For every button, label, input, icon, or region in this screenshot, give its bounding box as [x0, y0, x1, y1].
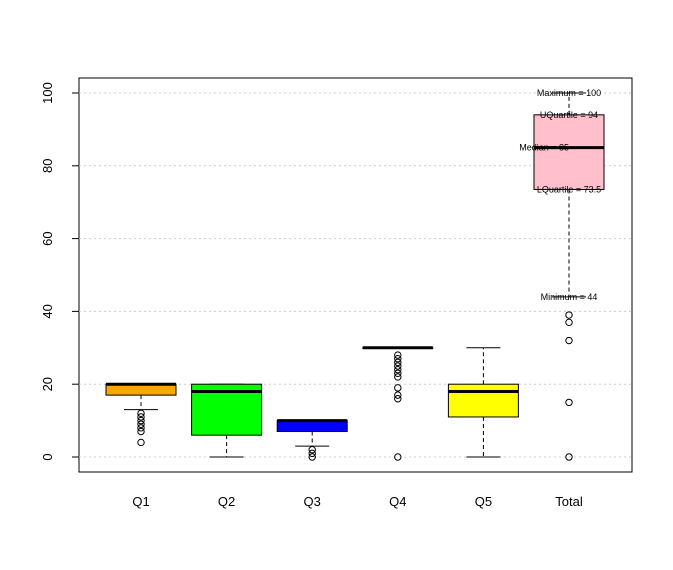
outlier-point	[394, 355, 402, 363]
box-Q1	[105, 383, 177, 396]
x-tick-label: Q4	[389, 494, 406, 509]
x-tick-label: Q5	[475, 494, 492, 509]
outlier-point	[565, 453, 573, 461]
y-tick-label: 40	[40, 304, 55, 318]
outlier-point	[394, 453, 402, 461]
y-tick-label: 100	[40, 82, 55, 104]
outlier-point	[394, 362, 402, 370]
x-tick-label: Q1	[132, 494, 149, 509]
outlier-point	[394, 384, 402, 392]
y-tick-label: 0	[40, 453, 55, 460]
outlier-point	[394, 391, 402, 399]
annotation-lq: LQuartile = 73.5	[537, 184, 601, 194]
box-Q3	[276, 420, 348, 433]
y-tick-label: 20	[40, 377, 55, 391]
y-tick-label: 80	[40, 159, 55, 173]
outlier-point	[394, 395, 402, 403]
outlier-point	[394, 373, 402, 381]
box-Q5	[447, 383, 519, 418]
outlier-point	[137, 416, 145, 425]
outlier-point	[565, 318, 573, 327]
outlier-point	[394, 358, 402, 367]
annotation-min: Minimum = 44	[541, 292, 598, 302]
x-tick-label: Total	[555, 494, 583, 509]
outlier-point	[137, 409, 145, 418]
outlier-point	[137, 438, 145, 447]
outlier-point	[137, 427, 145, 436]
outlier-point	[394, 365, 402, 374]
x-tick-label: Q3	[304, 494, 321, 509]
outlier-point	[137, 424, 145, 432]
annotation-max: Maximum = 100	[537, 88, 601, 98]
outlier-point	[308, 453, 316, 461]
outlier-point	[394, 369, 402, 377]
outlier-point	[565, 311, 573, 319]
box-Total	[533, 114, 605, 190]
y-tick-label: 60	[40, 231, 55, 245]
plot-frame	[78, 77, 633, 473]
outlier-point	[137, 413, 145, 421]
annotation-uq: UQuartile = 94	[540, 110, 598, 120]
outlier-point	[565, 336, 573, 345]
outlier-point	[137, 420, 145, 428]
outlier-point	[394, 351, 402, 359]
outlier-point	[565, 398, 573, 407]
annotation-median: Median = 85	[519, 143, 569, 153]
outlier-point	[308, 449, 316, 458]
x-tick-label: Q2	[218, 494, 235, 509]
outlier-point	[308, 446, 316, 454]
